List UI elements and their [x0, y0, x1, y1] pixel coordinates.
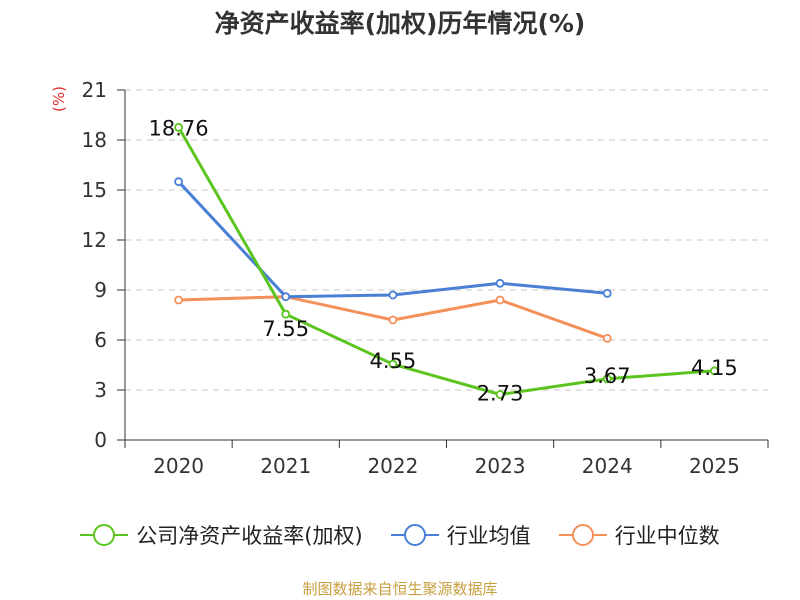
y-tick-label-6: 6: [94, 328, 107, 352]
legend-label-company: 公司净资产收益率(加权): [136, 524, 363, 548]
legend-label-industry-median: 行业中位数: [614, 524, 720, 548]
axes: 0 3 6 9 12 15 18 21 2020 2021 2022 2023 2024 2025: [82, 78, 769, 478]
point-s2-2020: [174, 295, 183, 305]
y-tick-label-15: 15: [82, 178, 107, 202]
y-tick-label-9: 9: [94, 278, 107, 302]
series-line-0: [177, 126, 715, 396]
point-s0-2021: [281, 309, 291, 319]
y-tick-label-21: 21: [82, 78, 107, 102]
data-label-2021: 7.55: [262, 317, 309, 341]
point-s1-2020: [174, 177, 183, 187]
x-tick-label-2025: 2025: [689, 454, 740, 478]
chart-title: 净资产收益率(加权)历年情况(%): [214, 9, 586, 38]
legend-label-industry-mean: 行业均值: [446, 524, 531, 548]
legend-item-industry-median[interactable]: 行业中位数: [558, 520, 720, 550]
data-label-2023: 2.73: [477, 382, 524, 406]
point-s0-2020: [174, 122, 183, 132]
x-tick-label-2021: 2021: [260, 454, 311, 478]
point-s1-2023: [495, 278, 505, 288]
x-tick-label-2022: 2022: [367, 454, 418, 478]
point-s2-2024: [602, 333, 612, 343]
data-label-2022: 4.55: [370, 349, 417, 373]
legend-item-industry-mean[interactable]: 行业均值: [390, 520, 531, 550]
y-tick-label-18: 18: [82, 128, 107, 152]
source-note: 制图数据来自恒生聚源数据库: [302, 580, 498, 598]
point-s0-2022: [388, 359, 398, 369]
data-label-2025: 4.15: [691, 356, 738, 380]
point-s0-2023: [495, 390, 505, 399]
gridlines: [125, 89, 768, 391]
legend: 公司净资产收益率(加权) 行业均值 行业中位数: [0, 520, 800, 550]
y-tick-label-12: 12: [82, 228, 107, 252]
x-tick-label-2020: 2020: [153, 454, 204, 478]
legend-marker-company: [80, 523, 129, 547]
data-label-2024: 3.67: [584, 364, 631, 388]
point-s0-2024: [602, 374, 612, 384]
point-s2-2023: [495, 295, 505, 305]
point-s0-2025: [710, 366, 719, 376]
y-tick-label-0: 0: [94, 428, 107, 452]
point-s2-2022: [388, 315, 398, 325]
data-label-2020: 18.76: [149, 116, 209, 140]
series-lines: [174, 122, 719, 399]
point-s1-2021: [281, 292, 291, 302]
legend-marker-industry-median: [558, 523, 607, 547]
legend-marker-industry-mean: [390, 523, 439, 547]
x-tick-label-2023: 2023: [475, 454, 526, 478]
legend-item-company[interactable]: 公司净资产收益率(加权): [80, 520, 363, 550]
x-tick-label-2024: 2024: [582, 454, 633, 478]
y-tick-label-3: 3: [94, 378, 107, 402]
point-s1-2022: [388, 290, 398, 300]
point-s1-2024: [602, 288, 612, 298]
data-labels: 18.76 7.55 4.55 2.73 3.67 4.15: [149, 116, 738, 405]
